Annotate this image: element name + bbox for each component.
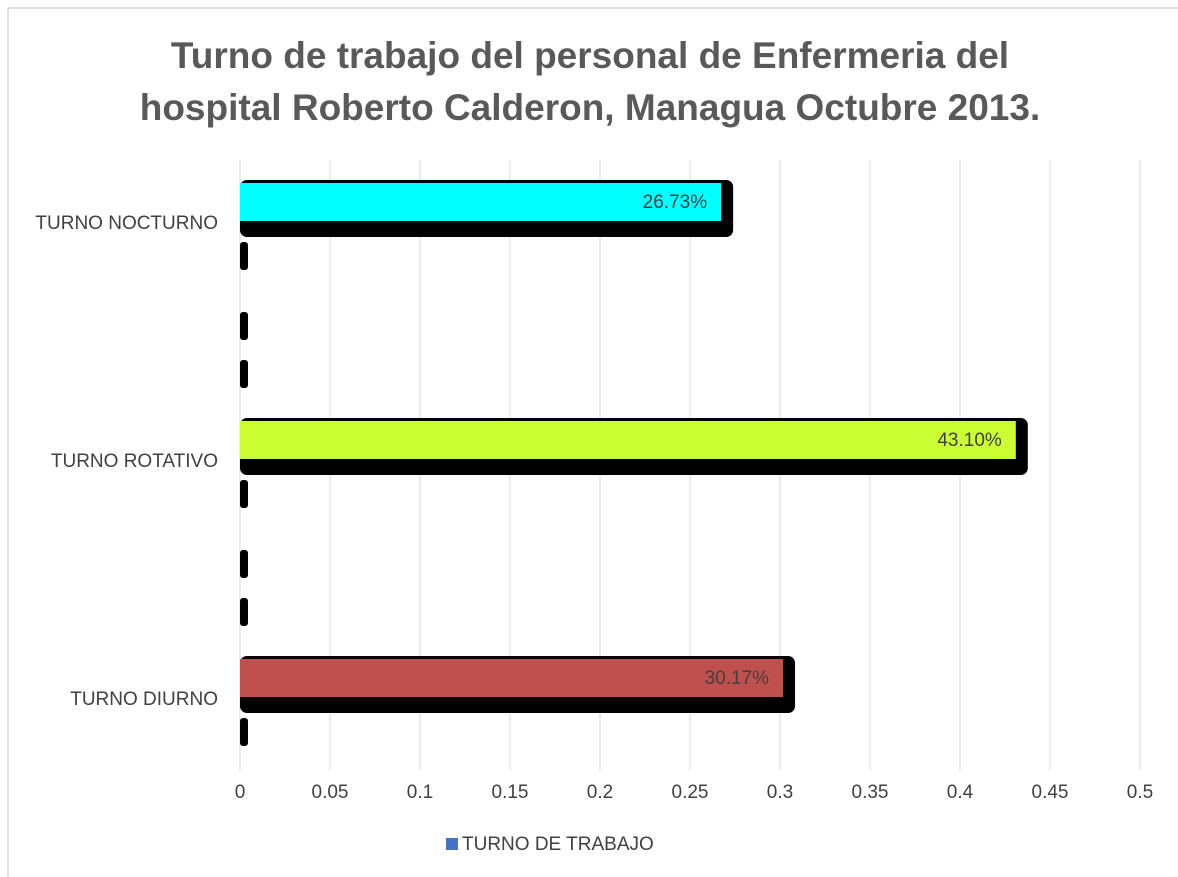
x-tick-label: 0.35 <box>852 782 889 803</box>
x-tick-label: 0.25 <box>672 782 709 803</box>
stub <box>240 718 248 746</box>
bar <box>240 421 1016 459</box>
x-tick-label: 0.05 <box>312 782 349 803</box>
chart-title: Turno de trabajo del personal de Enferme… <box>139 35 1041 128</box>
x-tick-label: 0.45 <box>1032 782 1069 803</box>
legend-label: TURNO DE TRABAJO <box>462 834 654 855</box>
y-tick-label: TURNO DIURNO <box>70 689 218 710</box>
x-tick-label: 0.5 <box>1127 782 1153 803</box>
data-label: 43.10% <box>937 430 1002 451</box>
y-tick-label: TURNO NOCTURNO <box>35 213 218 234</box>
x-tick-label: 0.3 <box>767 782 793 803</box>
y-tick-label: TURNO ROTATIVO <box>51 451 218 472</box>
x-tick-label: 0.4 <box>947 782 974 803</box>
x-tick-label: 0 <box>235 782 246 803</box>
bar <box>240 659 784 697</box>
x-tick-label: 0.1 <box>407 782 433 803</box>
x-tick-label: 0.15 <box>492 782 529 803</box>
stub <box>240 242 248 270</box>
stub <box>240 598 248 626</box>
data-label: 30.17% <box>705 668 770 689</box>
data-label: 26.73% <box>643 192 708 213</box>
stub <box>240 550 248 578</box>
bar <box>240 183 722 221</box>
x-tick-label: 0.2 <box>587 782 613 803</box>
stub <box>240 360 248 388</box>
stub <box>240 480 248 508</box>
legend-swatch <box>446 838 458 850</box>
stub <box>240 312 248 340</box>
